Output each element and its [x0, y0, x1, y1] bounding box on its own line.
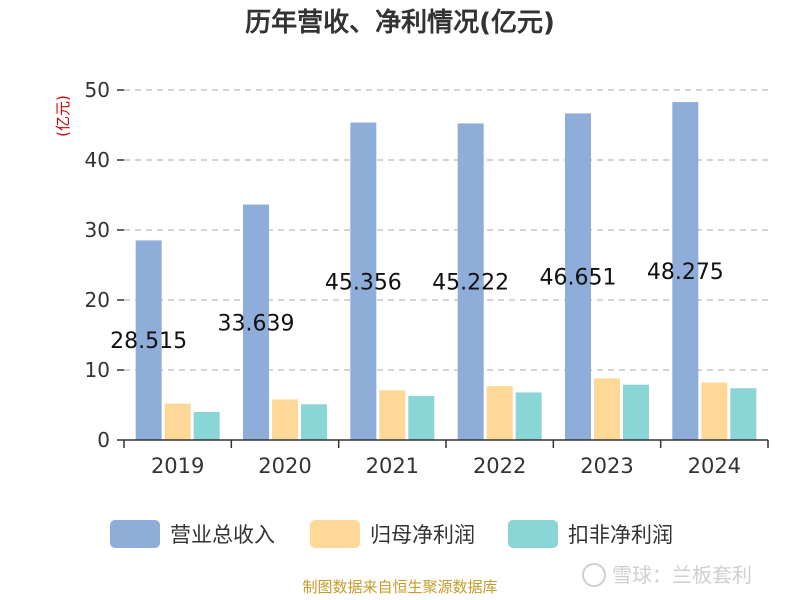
source-note: 制图数据来自恒生聚源数据库 — [302, 578, 497, 596]
data-label: 48.275 — [647, 260, 724, 285]
data-labels: 28.515 33.639 45.356 45.222 46.651 48.275 — [110, 260, 724, 354]
bar — [594, 378, 620, 440]
watermark-logo-icon — [582, 563, 606, 587]
bar — [135, 240, 162, 440]
x-tick-label: 2020 — [258, 454, 311, 478]
data-label: 28.515 — [110, 329, 187, 354]
bar — [457, 123, 484, 441]
data-label: 45.222 — [432, 271, 509, 296]
grid-lines — [124, 89, 768, 371]
legend-label: 扣非净利润 — [568, 523, 673, 547]
legend-swatch — [508, 520, 558, 548]
y-tick-label: 40 — [85, 148, 110, 172]
bar — [301, 404, 327, 440]
bar — [515, 392, 542, 440]
legend-swatch — [310, 520, 360, 548]
legend: 营业总收入 归母净利润 扣非净利润 — [110, 520, 673, 548]
y-axis-ticks: 0 10 20 30 40 50 — [85, 78, 124, 452]
y-tick-label: 20 — [85, 288, 110, 312]
bar — [730, 388, 757, 440]
x-tick-label: 2019 — [151, 454, 204, 478]
x-tick-label: 2023 — [580, 454, 633, 478]
x-tick-label: 2021 — [366, 454, 419, 478]
bar — [243, 204, 269, 440]
y-tick-label: 10 — [85, 358, 110, 382]
bar — [379, 390, 406, 440]
data-label: 33.639 — [218, 311, 295, 336]
bar — [164, 403, 191, 440]
bar — [350, 122, 377, 441]
watermark-text: 雪球：兰板套利 — [612, 563, 752, 587]
legend-label: 营业总收入 — [170, 523, 275, 547]
x-tick-label: 2024 — [688, 454, 741, 478]
bars — [135, 102, 757, 441]
bar — [408, 395, 435, 440]
y-tick-label: 0 — [97, 428, 110, 452]
data-label: 46.651 — [540, 266, 617, 291]
bar — [486, 386, 513, 440]
bar — [623, 384, 649, 440]
y-tick-label: 50 — [85, 78, 110, 102]
x-tick-label: 2022 — [473, 454, 526, 478]
watermark: 雪球：兰板套利 — [582, 563, 752, 587]
legend-label: 归母净利润 — [370, 523, 475, 547]
data-label: 45.356 — [325, 270, 402, 295]
bar — [672, 102, 699, 440]
x-axis-ticks: 2019 2020 2021 2022 2023 2024 — [123, 440, 769, 478]
chart-title: 历年营收、净利情况(亿元) — [245, 7, 555, 38]
bar — [193, 412, 220, 440]
legend-swatch — [110, 520, 160, 548]
y-axis-label: (亿元) — [54, 95, 72, 137]
bar — [701, 382, 728, 440]
bar — [565, 113, 591, 441]
y-tick-label: 30 — [85, 218, 110, 242]
bar — [272, 399, 298, 440]
